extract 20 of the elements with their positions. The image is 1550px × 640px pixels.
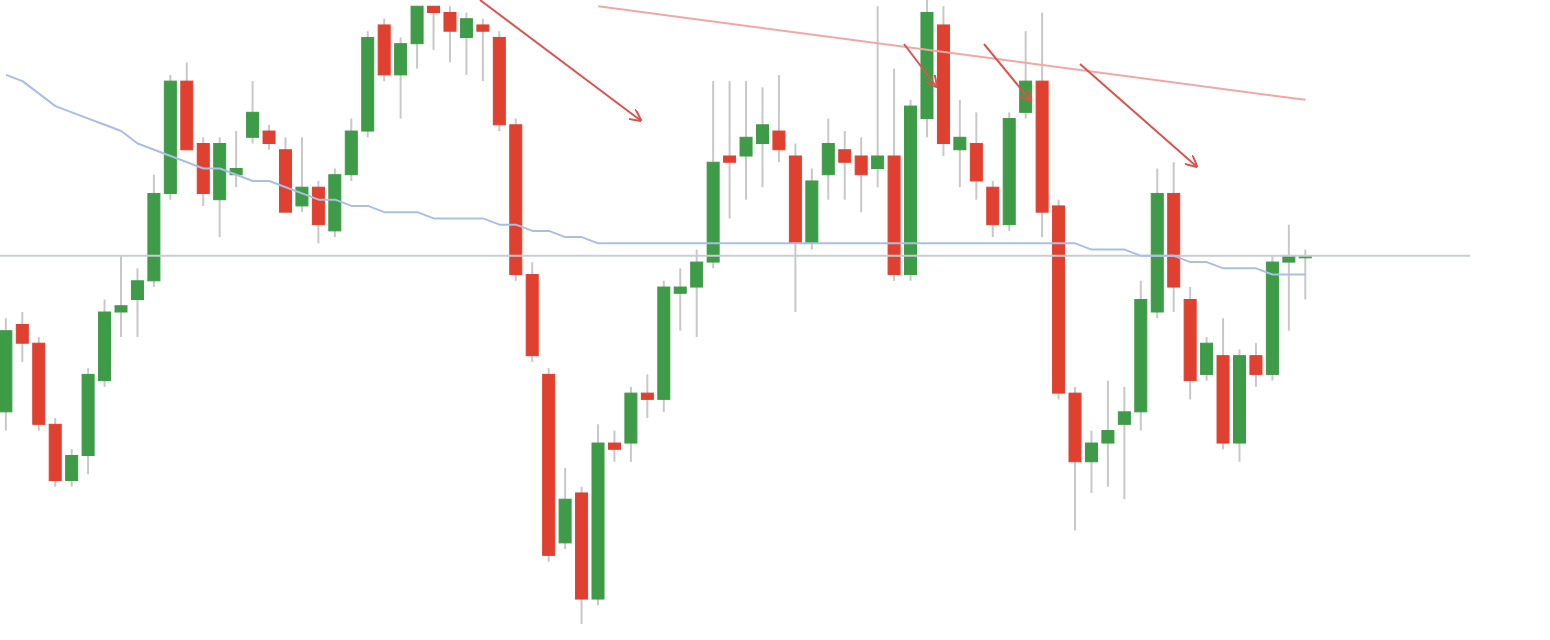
candlestick (311, 179, 325, 245)
candlestick (640, 373, 654, 420)
candlestick (1200, 335, 1214, 382)
candlestick (772, 73, 786, 164)
candlestick (723, 80, 737, 220)
candlestick (838, 130, 852, 201)
candlestick (986, 179, 1000, 239)
candlestick (476, 17, 490, 83)
candlestick (1249, 342, 1263, 388)
candlestick (262, 123, 276, 151)
candlestick (821, 117, 835, 201)
candlestick (854, 136, 868, 214)
candlestick (969, 111, 983, 201)
candlestick (246, 80, 260, 145)
candlestick (607, 429, 621, 463)
candlestick (558, 467, 572, 551)
candlestick (953, 98, 967, 189)
candlestick (295, 136, 309, 214)
candlestick (459, 11, 473, 76)
candlestick (871, 5, 885, 189)
